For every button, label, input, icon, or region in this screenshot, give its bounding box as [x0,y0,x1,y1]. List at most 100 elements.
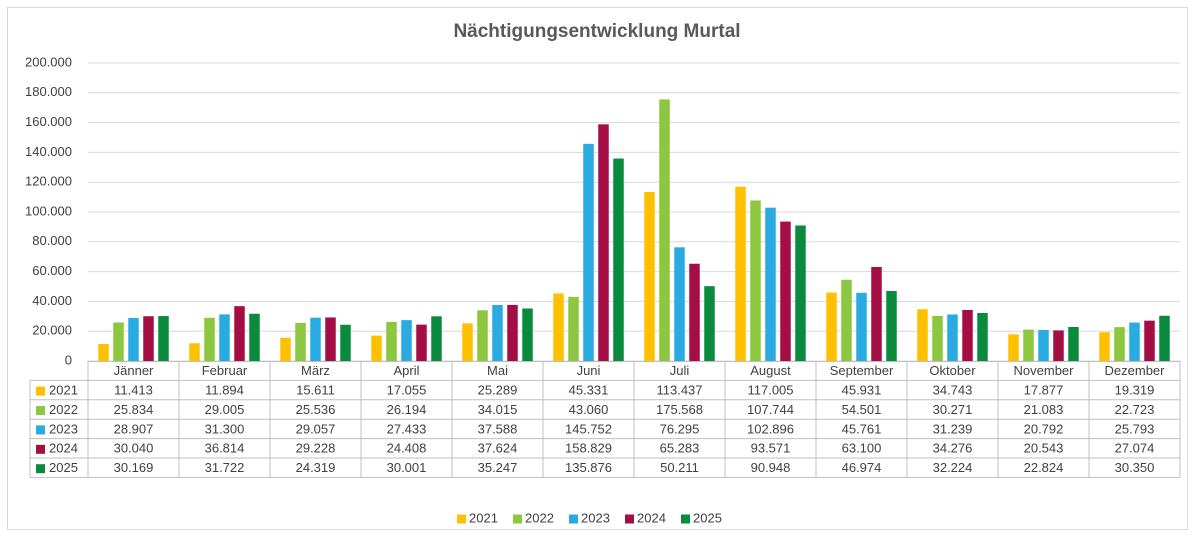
table-value: 32.224 [933,460,973,475]
x-tick-label: Juni [577,363,601,378]
x-tick-label: Jänner [114,363,154,378]
table-value: 20.792 [1024,421,1064,436]
table-value: 34.015 [478,402,518,417]
table-value: 30.169 [114,460,154,475]
bar [1144,320,1155,361]
legend-swatch [513,514,522,524]
y-tick-label: 20.000 [32,323,72,338]
bar [674,247,685,361]
table-value: 21.083 [1024,402,1064,417]
table-value: 93.571 [751,441,791,456]
bar [189,343,200,361]
table-value: 28.907 [114,421,154,436]
x-tick-label: März [301,363,330,378]
bar [234,306,245,361]
bar [310,317,321,361]
table-value: 27.433 [387,421,427,436]
bar [204,317,215,361]
table-value: 15.611 [296,383,335,398]
bar [704,286,715,361]
bar [977,312,988,361]
table-value: 102.896 [747,421,794,436]
table-key [36,444,45,454]
bar [280,337,291,361]
bar [826,292,837,361]
legend-swatch [569,514,578,524]
bar [583,143,594,361]
y-tick-label: 40.000 [32,293,72,308]
bar [750,200,761,361]
table-value: 20.543 [1024,441,1064,456]
y-tick-label: 180.000 [25,84,72,99]
table-value: 22.824 [1024,460,1064,475]
bar [219,314,230,361]
bar [158,316,169,361]
bar [143,316,154,361]
x-tick-label: September [830,363,894,378]
table-series-name: 2023 [49,421,78,436]
table-value: 35.247 [478,460,518,475]
legend-swatch [681,514,690,524]
table-value: 11.894 [205,383,244,398]
chart-title: Nächtigungsentwicklung Murtal [453,21,740,42]
table-value: 135.876 [565,460,612,475]
bar [765,207,776,361]
bar [1114,327,1125,361]
x-tick-label: Dezember [1105,363,1166,378]
bar [613,158,624,361]
table-value: 90.948 [751,460,791,475]
legend-label: 2024 [637,510,666,525]
table-key [36,406,45,415]
y-tick-label: 0 [65,352,72,367]
table-key [36,425,45,435]
table-value: 30.350 [1115,460,1155,475]
y-tick-label: 160.000 [25,114,72,129]
table-value: 24.319 [296,460,336,475]
table-key [36,464,45,474]
table-value: 19.319 [1115,383,1155,398]
bar [492,304,503,361]
table-value: 22.723 [1115,402,1155,417]
x-tick-label: Februar [202,363,248,378]
table-value: 26.194 [387,402,427,417]
bar [871,266,882,361]
bar [477,310,488,361]
table-value: 37.624 [478,441,518,456]
table-value: 46.974 [842,460,882,475]
bar [644,191,655,361]
bar [932,315,943,361]
bar [947,314,958,361]
x-tick-label: April [393,363,419,378]
table-series-name: 2021 [49,383,78,398]
table-value: 45.931 [842,383,882,398]
y-tick-label: 200.000 [25,54,72,69]
bar [1068,326,1079,361]
x-tick-label: August [750,363,791,378]
legend-swatch [457,514,466,524]
bar [522,308,533,361]
table-value: 11.413 [114,383,153,398]
bar [917,309,928,361]
legend-label: 2023 [581,510,610,525]
table-value: 175.568 [656,402,703,417]
bar [113,322,124,361]
table-value: 45.761 [842,421,882,436]
bar [401,320,412,361]
bar [962,309,973,361]
table-value: 43.060 [569,402,609,417]
table-series-name: 2025 [49,460,78,475]
y-tick-label: 120.000 [25,174,72,189]
table-value: 37.588 [478,421,518,436]
table-value: 34.276 [933,441,973,456]
table-value: 17.055 [387,383,427,398]
table-value: 34.743 [933,383,973,398]
legend-label: 2025 [693,510,722,525]
bar [856,292,867,361]
table-value: 117.005 [747,383,793,398]
x-tick-label: Mai [487,363,508,378]
table-value: 25.289 [478,383,518,398]
bar [340,324,351,361]
table-value: 30.040 [114,441,154,456]
bar [1099,332,1110,361]
